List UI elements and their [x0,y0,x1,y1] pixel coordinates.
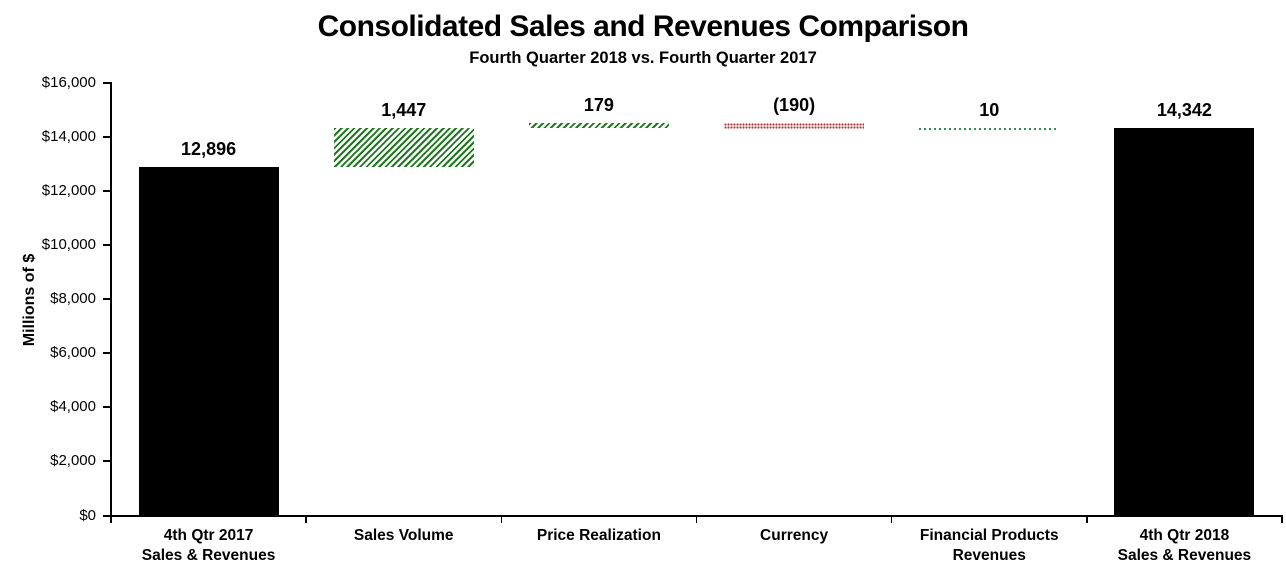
y-tick-label: $6,000 [50,344,96,362]
x-tick-mark [110,517,112,523]
x-tick-mark [695,517,698,523]
category-label-line: Sales & Revenues [141,547,276,564]
chart-subtitle: Fourth Quarter 2018 vs. Fourth Quarter 2… [469,49,817,67]
category-label-line: Sales Volume [353,527,454,544]
x-tick-mark [500,517,503,523]
x-tick-mark [1086,517,1088,523]
category-label-line: Sales & Revenues [1117,547,1252,564]
y-tick-label: $4,000 [50,398,96,416]
category-label-line: Price Realization [536,527,661,544]
waterfall-bar-3 [528,122,669,128]
y-tick-mark [103,514,111,517]
bar-value-label: 179 [583,94,614,115]
category-label: 4th Qtr 2017 Sales & Revenues [111,526,306,566]
category-label-line: 4th Qtr 2018 [1139,527,1230,544]
y-tick-mark [103,298,111,301]
x-tick-mark [890,517,893,523]
bar-value-label: 1,447 [381,99,427,120]
y-tick-label: $10,000 [41,236,96,254]
waterfall-bar-5 [919,127,1060,130]
y-tick-mark [103,190,111,193]
x-axis-line [103,515,1283,517]
y-tick-mark [103,82,111,84]
y-tick-mark [103,406,111,409]
bar-value-label: 14,342 [1156,99,1212,120]
x-tick-mark [1281,517,1283,523]
category-label-line: 4th Qtr 2017 [163,527,254,544]
waterfall-bar-1 [138,166,279,516]
y-tick-label: $2,000 [50,452,96,470]
y-tick-mark [103,244,111,247]
bar-value-label: (190) [773,94,816,115]
y-tick-mark [103,352,111,355]
y-tick-mark [103,136,111,139]
category-label-line: Financial Products [919,527,1059,544]
waterfall-bar-6 [1114,127,1255,516]
x-tick-mark [305,517,307,523]
waterfall-bar-2 [333,127,474,167]
y-tick-label: $16,000 [41,74,96,91]
y-tick-label: $14,000 [41,128,96,146]
y-tick-label: $0 [79,506,96,524]
y-tick-mark [103,460,111,463]
bar-value-label: 10 [979,99,1000,120]
y-axis-line [110,82,112,517]
category-label: Sales Volume [306,526,501,546]
category-label: Financial Products Revenues [892,526,1087,566]
category-label: 4th Qtr 2018 Sales & Revenues [1087,526,1282,566]
category-label-line: Currency [760,527,829,544]
waterfall-bar-4 [724,122,865,129]
category-label-line: Revenues [952,547,1026,564]
y-tick-label: $12,000 [41,182,96,200]
chart-title: Consolidated Sales and Revenues Comparis… [317,10,969,43]
category-label: Price Realization [501,526,696,546]
y-tick-label: $8,000 [50,290,96,308]
category-label: Currency [697,526,892,546]
bar-value-label: 12,896 [181,138,237,159]
